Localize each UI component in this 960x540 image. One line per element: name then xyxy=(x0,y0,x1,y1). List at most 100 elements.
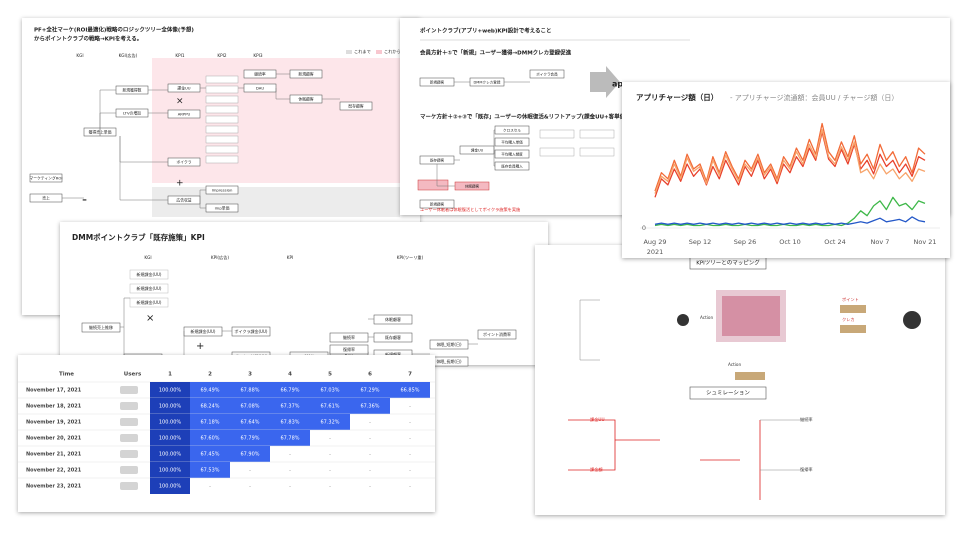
cohort-value: - xyxy=(329,452,331,458)
cohort-cell xyxy=(230,398,270,414)
node-label: 休眠顧客 xyxy=(298,96,313,101)
cohort-value: 67.83% xyxy=(280,420,299,426)
slide-title: ポイントクラブ(アプリ+web)KPI設計で考えること xyxy=(420,27,552,35)
column-header: 5 xyxy=(328,372,332,378)
cohort-value: 100.00% xyxy=(159,484,181,490)
node-label: ポイクラ xyxy=(176,159,191,164)
result-box xyxy=(840,305,866,313)
cohort-value: 69.49% xyxy=(200,388,219,394)
node-label: 復帰率 xyxy=(343,346,355,352)
placeholder-box xyxy=(539,147,575,157)
cohort-value: 67.60% xyxy=(200,436,219,442)
row-label: November 17, 2021 xyxy=(26,388,82,394)
cohort-value: - xyxy=(289,484,291,490)
chart-subtitle: - アプリチャージ流通額：会員UU / チャージ額（日） xyxy=(730,93,898,102)
cohort-value: - xyxy=(369,484,371,490)
node-label: DAU xyxy=(256,85,264,90)
app-label: app xyxy=(612,80,629,89)
slide-title: からポイントクラブの戦略→KPIを考える。 xyxy=(34,35,142,43)
retention-table: Time Users 1 2 3 4 5 6 7 November 17, 2021 100.00%… xyxy=(18,355,435,512)
cohort-value: - xyxy=(409,452,411,458)
x-tick-label: Nov 21 xyxy=(913,238,936,246)
cohort-value: - xyxy=(409,468,411,474)
slide-frame xyxy=(60,222,548,365)
users-blur xyxy=(120,434,138,442)
cohort-value: - xyxy=(329,468,331,474)
cohort-value: - xyxy=(369,436,371,442)
map-label: Action xyxy=(728,362,741,367)
column-header: KPI1 xyxy=(175,53,185,58)
cohort-cell xyxy=(150,446,190,462)
node-label: 新規顧客 xyxy=(298,71,313,76)
node-box xyxy=(167,109,201,119)
legend-swatch xyxy=(376,50,382,54)
node-label: 売上 xyxy=(42,195,50,200)
cohort-value: 66.79% xyxy=(280,388,299,394)
section-heading: KPIツリーとのマッピング xyxy=(696,259,760,267)
note: ユーザー休眠者は休眠復活としてポイクラ施策を実施 xyxy=(420,206,521,213)
node-label: 既存会員購入 xyxy=(501,163,523,168)
cohort-cell xyxy=(230,430,270,446)
section-heading: マーケ方針＋②+③で「既存」ユーザーの休眠復活&リフトアップ(課金UU+客単価増… xyxy=(420,113,634,121)
cohort-value: 67.18% xyxy=(200,420,219,426)
node-box xyxy=(494,149,530,159)
column-header: KPI xyxy=(287,255,294,260)
line-chart: アプリチャージ額（日） - アプリチャージ流通額：会員UU / チャージ額（日）… xyxy=(622,82,950,258)
users-blur xyxy=(120,466,138,474)
cohort-value: - xyxy=(249,484,251,490)
cohort-value: 67.53% xyxy=(200,468,219,474)
legend-label: これまで xyxy=(354,49,371,55)
column-header: KPI2 xyxy=(217,53,227,58)
node-label: ARPPU xyxy=(178,111,191,116)
node-box xyxy=(373,314,413,325)
mapping-slide: KPIツリーとのマッピング シュミレーション Action Action ポイントク… xyxy=(535,245,945,515)
cohort-cell xyxy=(310,414,350,430)
row-label: November 20, 2021 xyxy=(26,436,82,442)
result-box xyxy=(840,325,866,333)
column-header: KPI(広告) xyxy=(211,254,230,261)
cohort-value: - xyxy=(209,484,211,490)
cohort-value: - xyxy=(249,468,251,474)
x-year-label: 2021 xyxy=(647,248,664,256)
users-blur xyxy=(120,482,138,490)
cohort-cell xyxy=(350,398,390,414)
node-label: 新規獲得数 xyxy=(123,87,142,92)
arrow xyxy=(590,66,620,98)
x-tick-label: Oct 10 xyxy=(779,238,801,246)
node-label: 新規課金(UU) xyxy=(137,299,162,305)
node-label: 課金UU xyxy=(177,85,190,90)
node-box xyxy=(129,269,169,280)
node-label: 休眠_長期(日) xyxy=(436,358,462,364)
x-tick-label: Sep 12 xyxy=(689,238,712,246)
node-label: 継続率 xyxy=(343,334,355,340)
cohort-value: - xyxy=(409,420,411,426)
column-header: 2 xyxy=(208,372,212,378)
column-header: 4 xyxy=(288,372,292,378)
cohort-cell xyxy=(190,446,230,462)
map-label: 課金額 xyxy=(590,466,603,473)
node-box xyxy=(373,332,413,343)
node-label: 平均購入単価 xyxy=(501,139,523,144)
node-label: 休眠顧客 xyxy=(465,183,480,188)
cohort-value: 66.85% xyxy=(400,388,419,394)
y-tick-label: 0 xyxy=(642,224,646,232)
tree-lines xyxy=(62,73,340,209)
cohort-cell xyxy=(150,382,190,398)
cohort-value: 100.00% xyxy=(159,388,181,394)
row-label: November 23, 2021 xyxy=(26,484,82,490)
slide-title: DMMポイントクラブ「既存施策」KPI xyxy=(72,232,205,242)
cohort-cell xyxy=(150,462,190,478)
placeholder-box xyxy=(205,145,239,154)
cohort-value: 100.00% xyxy=(159,468,181,474)
user-icon xyxy=(677,314,689,326)
cohort-value: 67.88% xyxy=(240,388,259,394)
cohort-value: - xyxy=(329,484,331,490)
legend-label: これから xyxy=(384,48,401,55)
column-header: KGI(広告) xyxy=(119,52,138,59)
node-box xyxy=(339,101,373,111)
x-tick-label: Sep 26 xyxy=(734,238,757,246)
row-label: November 18, 2021 xyxy=(26,404,82,410)
cohort-cell xyxy=(230,446,270,462)
node-label: DMMクレカ登録 xyxy=(474,79,501,84)
